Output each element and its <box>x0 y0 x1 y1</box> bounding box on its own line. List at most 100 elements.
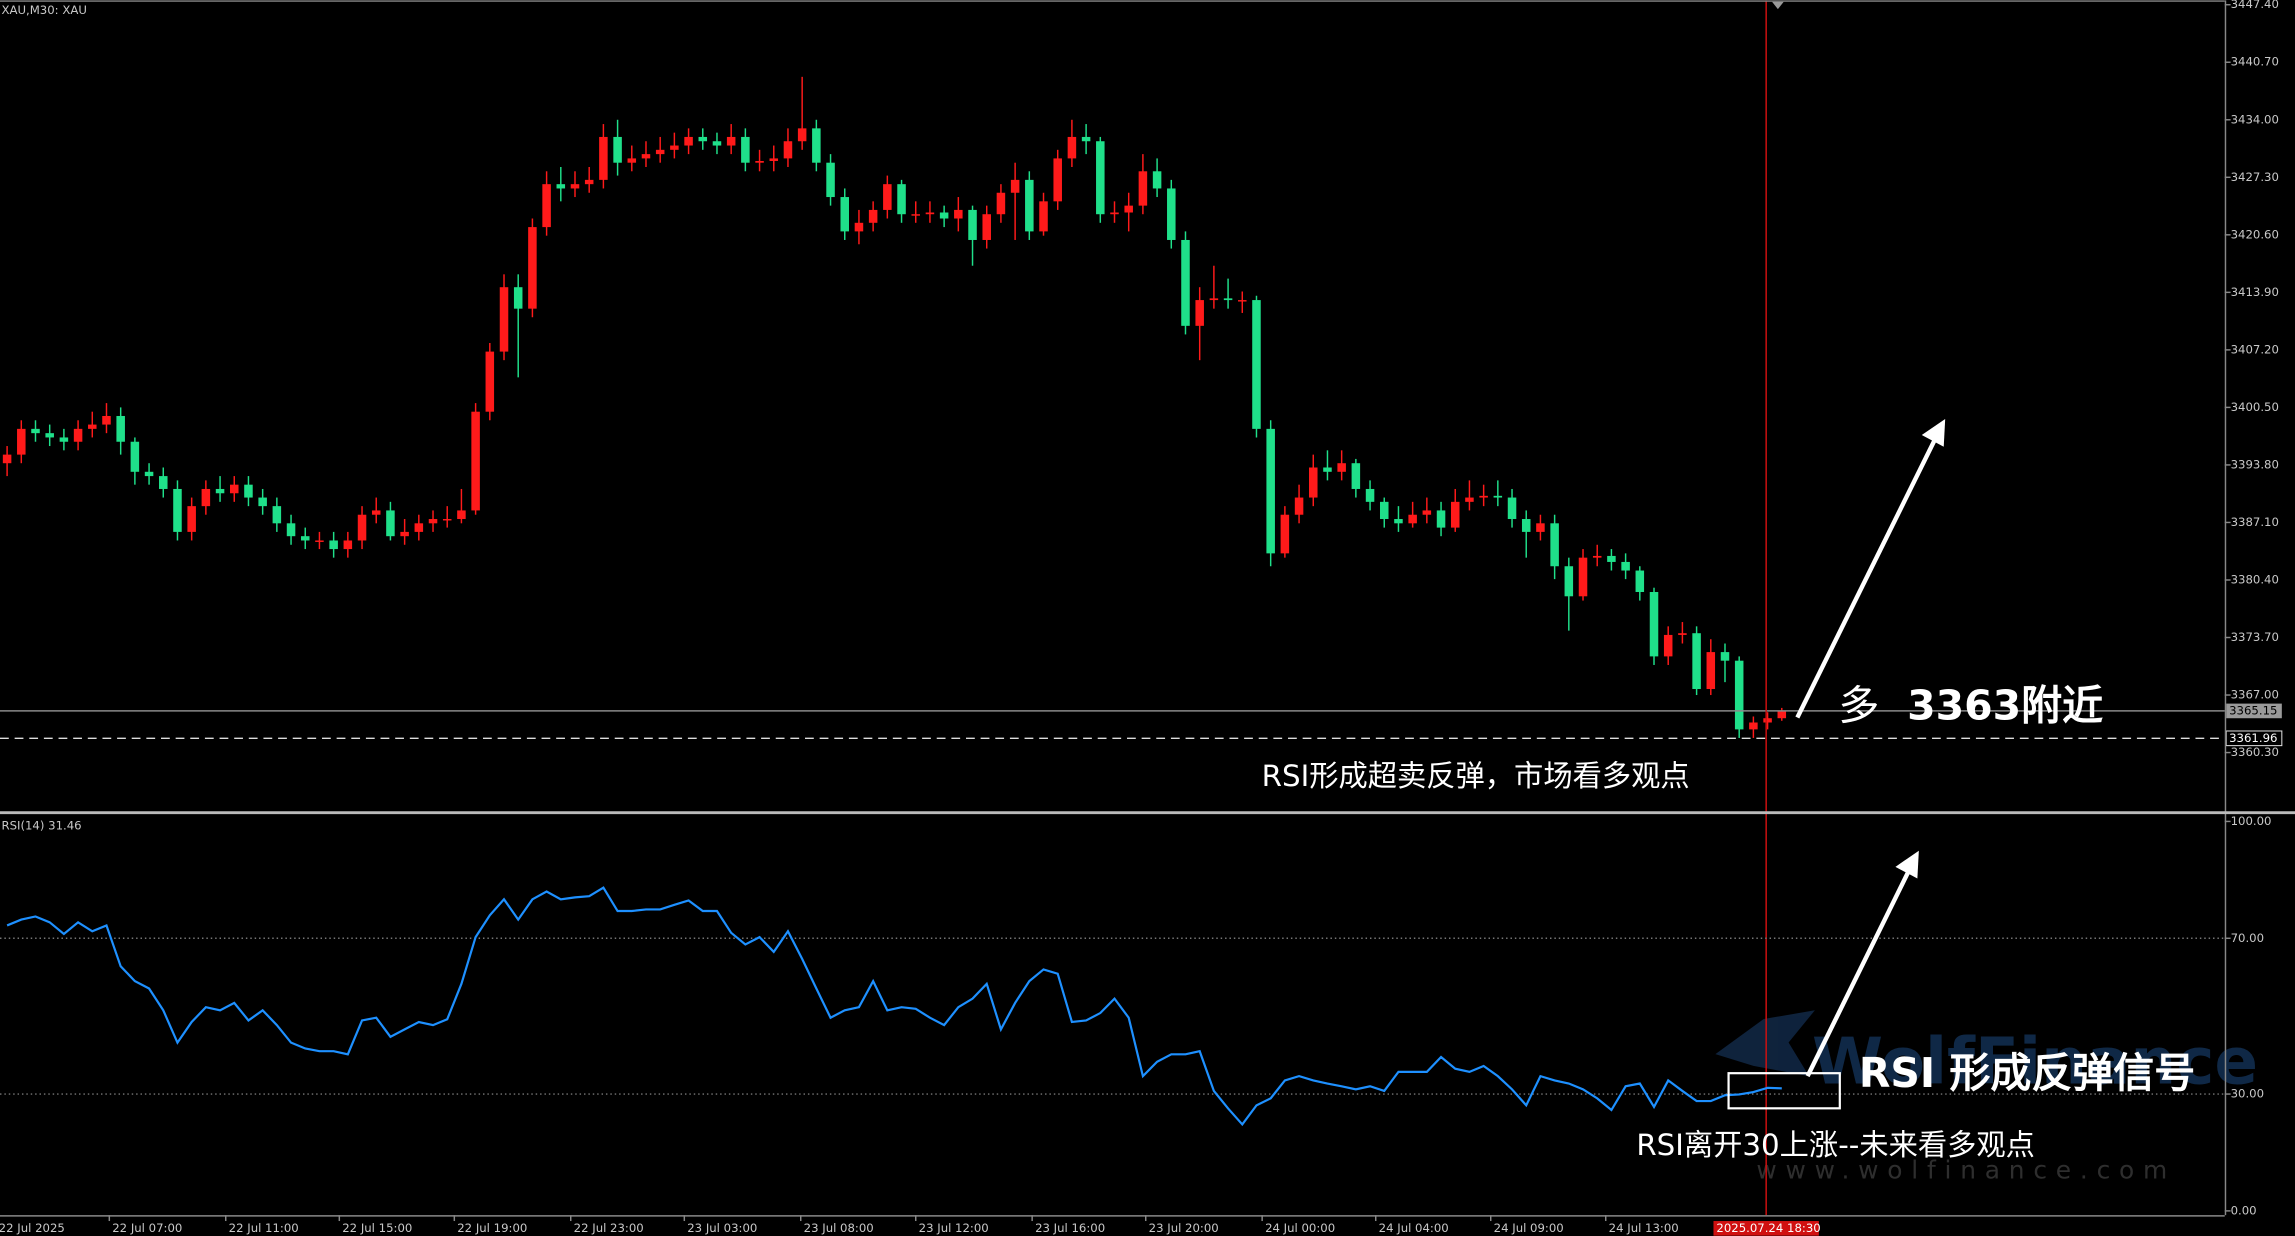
candle-body <box>315 540 324 542</box>
candle-body <box>386 510 395 537</box>
candle-body <box>1436 510 1446 528</box>
candle-body <box>1607 555 1616 562</box>
candle-body <box>1309 467 1318 498</box>
candle-body <box>130 441 140 472</box>
candle-body <box>17 428 26 455</box>
candle-body <box>357 514 367 541</box>
candle-body <box>797 128 807 142</box>
candle-body <box>1578 557 1588 597</box>
candle-body <box>684 136 693 146</box>
candle-body <box>343 540 353 550</box>
x-tick-label: 22 Jul 15:00 <box>342 1221 412 1235</box>
y-tick-label: 3440.70 <box>2231 55 2279 69</box>
candle-body <box>897 184 906 215</box>
candle-body <box>201 488 211 507</box>
candle-body <box>1351 463 1361 489</box>
candle-body <box>1550 523 1559 567</box>
candle-body <box>1138 171 1148 206</box>
x-tick-label: 22 Jul 11:00 <box>229 1221 299 1235</box>
y-tick-label: 3373.70 <box>2231 630 2279 644</box>
candle-body <box>1053 158 1062 202</box>
candle-body <box>1592 555 1602 558</box>
candle-body <box>655 149 665 155</box>
candle-body <box>1493 495 1503 498</box>
rsi-line <box>6 886 1782 1127</box>
y-tick-label: 70.00 <box>2231 931 2264 945</box>
candle-body <box>726 136 736 146</box>
candle-body <box>1649 591 1659 657</box>
candle-body <box>159 476 168 489</box>
candle-body <box>570 184 580 189</box>
candle-body <box>1337 463 1346 472</box>
candle-body <box>982 214 991 240</box>
candle-body <box>499 287 509 352</box>
candle-body <box>244 484 253 498</box>
candle-body <box>513 287 523 309</box>
candle-body <box>73 428 83 442</box>
last-price-label: 3365.15 <box>2229 703 2277 717</box>
candle-body <box>1181 239 1190 326</box>
candle-body <box>1536 523 1545 532</box>
candle-body <box>31 428 40 434</box>
arrow <box>1805 867 1913 1078</box>
candle-body <box>286 523 296 537</box>
y-tick-label: 100.00 <box>2231 814 2272 828</box>
candle-body <box>300 536 310 541</box>
annotation: 多 <box>1838 682 1879 730</box>
candle-body <box>1365 488 1375 502</box>
x-tick-label: 24 Jul 13:00 <box>1609 1221 1679 1235</box>
candle-body <box>1280 514 1290 554</box>
candle-body <box>45 433 54 438</box>
candle-body <box>1294 497 1304 515</box>
y-tick-label: 0.00 <box>2231 1203 2257 1217</box>
cursor-marker <box>1772 1 1784 10</box>
candle-body <box>1521 519 1531 532</box>
candle-body <box>1749 722 1758 730</box>
candle-body <box>1422 510 1432 515</box>
candle-body <box>428 519 438 524</box>
candle-body <box>670 145 679 150</box>
candle-body <box>868 209 878 223</box>
candle-body <box>1039 201 1048 232</box>
candle-body <box>144 471 154 477</box>
candle-body <box>1209 298 1219 301</box>
y-tick-label: 3447.40 <box>2231 0 2279 11</box>
candle-body <box>1124 205 1133 213</box>
annotation: 3363附近 <box>1907 682 2103 730</box>
cursor-label: 2025.07.24 18:30 <box>1716 1221 1820 1235</box>
x-tick-label: 24 Jul 09:00 <box>1494 1221 1564 1235</box>
arrow <box>1795 435 1939 719</box>
highlight-box <box>1727 1072 1841 1110</box>
candle-body <box>1692 633 1701 690</box>
candle-body <box>1564 566 1574 597</box>
annotation: RSI离开30上涨--未来看多观点 <box>1636 1128 2035 1162</box>
candle-body <box>1479 495 1488 498</box>
watermark-brand: WolfFinance <box>1812 1024 2258 1099</box>
candle-body <box>1720 652 1730 661</box>
candle-body <box>826 162 835 198</box>
arrow-head <box>1921 418 1946 447</box>
x-tick-label: 23 Jul 03:00 <box>687 1221 757 1235</box>
x-tick-label: 24 Jul 04:00 <box>1379 1221 1449 1235</box>
candle-body <box>954 209 963 219</box>
candle-body <box>1777 710 1787 719</box>
watermark: WolfFinance www.wolfinance.com <box>1715 1010 2258 1185</box>
candle-body <box>968 209 977 240</box>
y-tick-label: 3387.10 <box>2231 515 2279 529</box>
x-tick-label: 24 Jul 00:00 <box>1265 1221 1335 1235</box>
y-tick-label: 3407.20 <box>2231 342 2279 356</box>
candle-body <box>1394 519 1403 524</box>
candle-body <box>1110 212 1119 215</box>
candle-body <box>883 184 892 210</box>
candle-body <box>187 506 196 532</box>
x-tick-label: 23 Jul 12:00 <box>919 1221 989 1235</box>
indicator-title: RSI(14) 31.46 <box>1 818 81 832</box>
annotations: 多 3363附近 RSI形成超卖反弹，市场看多观点 RSI 形成反弹信号 RSI… <box>1 3 2195 1162</box>
candle-body <box>613 136 622 163</box>
candle-body <box>1323 467 1332 472</box>
annotation: RSI 形成反弹信号 <box>1859 1049 2195 1097</box>
cursor-box <box>1713 1221 1819 1236</box>
